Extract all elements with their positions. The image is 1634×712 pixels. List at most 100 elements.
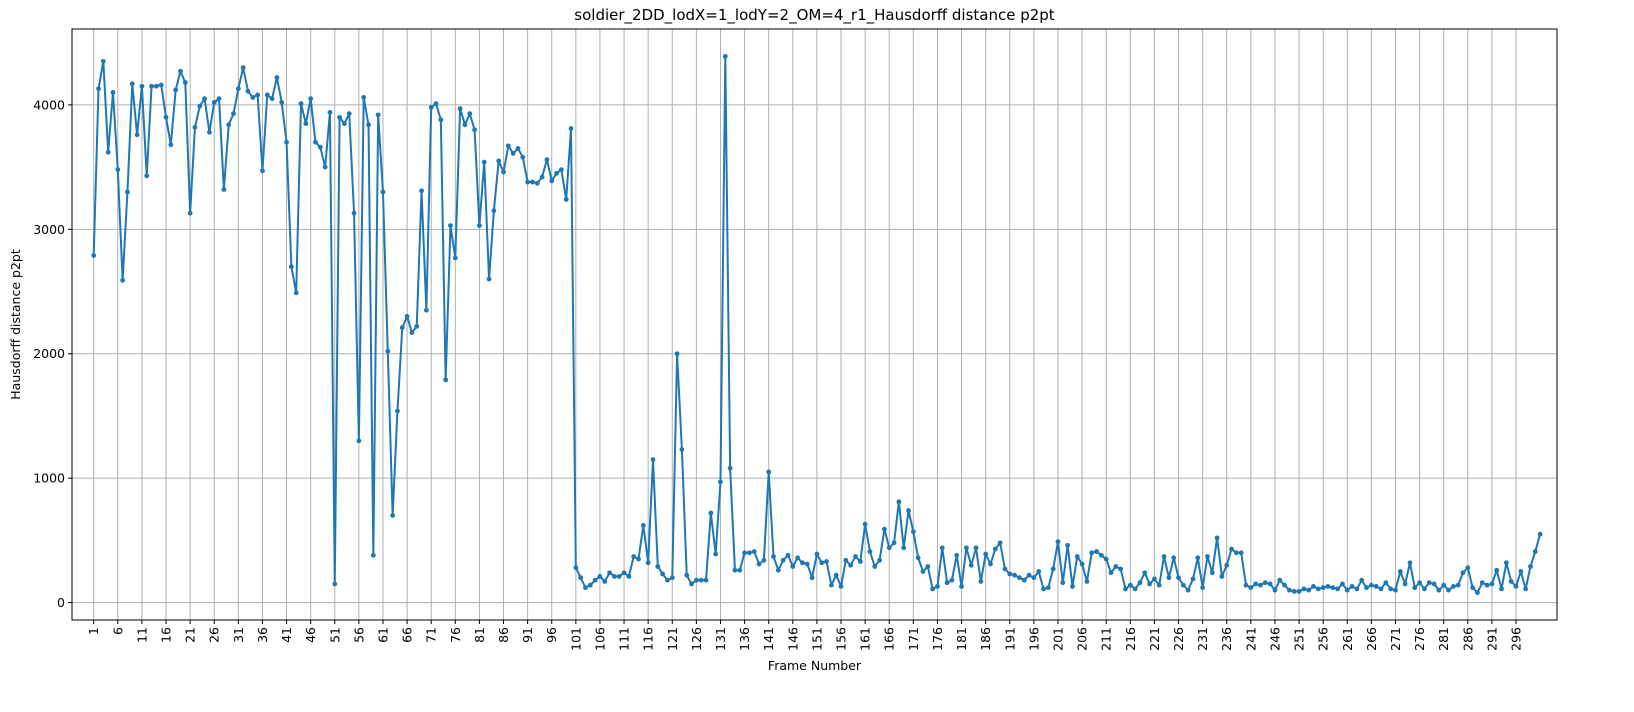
- data-point: [1089, 550, 1095, 556]
- data-point: [616, 574, 622, 579]
- data-point: [833, 572, 839, 578]
- data-point: [192, 124, 198, 130]
- data-point: [395, 408, 400, 414]
- data-point: [583, 585, 588, 591]
- data-point: [1330, 585, 1336, 591]
- data-point: [1031, 575, 1037, 581]
- data-point: [1354, 586, 1360, 592]
- data-point: [501, 169, 506, 175]
- data-point: [322, 164, 328, 170]
- data-point: [973, 545, 979, 551]
- data-point: [708, 510, 714, 516]
- x-tick-label: 221: [1147, 627, 1162, 651]
- data-point: [1489, 581, 1495, 587]
- data-point: [862, 521, 868, 527]
- data-point: [800, 560, 805, 566]
- data-point: [1532, 549, 1538, 554]
- data-point: [1055, 539, 1061, 545]
- data-point: [385, 348, 391, 354]
- data-point: [554, 170, 559, 176]
- x-tick-label: 126: [689, 627, 704, 651]
- data-point: [761, 557, 767, 563]
- data-point: [1108, 570, 1114, 576]
- x-tick-label: 131: [713, 627, 728, 651]
- x-tick-label: 11: [134, 627, 149, 643]
- data-point: [795, 555, 801, 561]
- x-tick-label: 146: [785, 627, 800, 651]
- data-point: [1214, 535, 1220, 541]
- x-tick-label: 161: [858, 627, 873, 651]
- data-point: [534, 180, 540, 186]
- data-point: [665, 577, 670, 583]
- data-point: [197, 103, 203, 109]
- data-point: [703, 577, 709, 583]
- x-tick-label: 296: [1509, 627, 1524, 651]
- data-point: [207, 129, 212, 135]
- data-point: [129, 81, 135, 87]
- data-point: [216, 96, 222, 102]
- x-tick-label: 61: [375, 627, 390, 643]
- x-tick-label: 36: [255, 627, 270, 643]
- data-point: [260, 168, 265, 174]
- data-point: [650, 457, 656, 462]
- data-point: [771, 554, 776, 559]
- data-point: [915, 555, 921, 561]
- data-point: [674, 351, 680, 357]
- data-point: [997, 540, 1003, 546]
- data-point: [1041, 586, 1046, 592]
- data-point: [1465, 565, 1471, 571]
- x-tick-label: 216: [1123, 627, 1138, 651]
- data-point: [1383, 580, 1389, 586]
- x-tick-label: 76: [448, 627, 463, 643]
- data-point: [607, 570, 612, 576]
- data-point: [144, 173, 150, 179]
- data-point: [906, 508, 911, 513]
- data-point: [491, 208, 497, 214]
- data-point: [1446, 587, 1451, 593]
- data-point: [698, 577, 704, 583]
- data-point: [448, 223, 453, 228]
- y-tick-label: 0: [57, 595, 65, 610]
- data-point: [505, 143, 511, 149]
- data-point: [824, 559, 829, 564]
- x-tick-label: 111: [617, 627, 632, 651]
- x-tick-label: 56: [351, 627, 366, 643]
- data-point: [587, 582, 593, 588]
- data-point: [766, 469, 772, 475]
- x-tick-label: 271: [1388, 627, 1403, 651]
- data-point: [467, 111, 473, 117]
- x-tick-label: 101: [568, 627, 583, 651]
- data-point: [640, 523, 646, 528]
- data-point: [1301, 586, 1307, 592]
- data-point: [1205, 554, 1210, 559]
- data-point: [390, 513, 396, 518]
- data-point: [423, 307, 429, 313]
- data-point: [1233, 550, 1239, 556]
- x-tick-label: 286: [1460, 627, 1475, 651]
- data-point: [612, 574, 617, 579]
- data-point: [1166, 575, 1172, 581]
- data-point: [775, 567, 781, 573]
- data-point: [1436, 587, 1442, 593]
- data-point: [925, 564, 931, 569]
- data-point: [1123, 586, 1128, 592]
- data-point: [1156, 582, 1162, 588]
- data-point: [578, 575, 584, 581]
- data-point: [1036, 569, 1042, 574]
- data-point: [1426, 580, 1432, 586]
- data-point: [1503, 560, 1509, 566]
- data-point: [1291, 588, 1297, 594]
- data-point: [544, 157, 550, 163]
- data-point: [240, 65, 246, 70]
- data-point: [1368, 582, 1374, 588]
- data-point: [115, 167, 121, 173]
- data-point: [1070, 584, 1075, 589]
- x-tick-label: 211: [1099, 627, 1114, 651]
- x-tick-label: 1: [86, 627, 101, 635]
- data-point: [1272, 587, 1278, 593]
- data-point: [896, 499, 902, 505]
- x-tick-label: 241: [1243, 627, 1258, 651]
- data-point: [1185, 587, 1191, 593]
